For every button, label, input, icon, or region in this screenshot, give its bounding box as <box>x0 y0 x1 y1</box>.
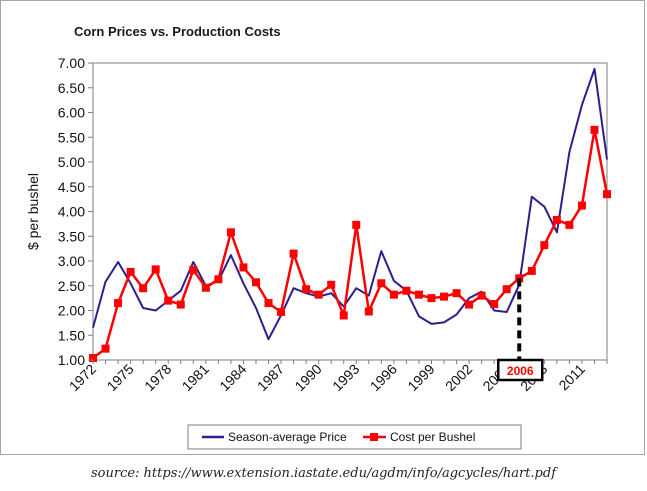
cost-point <box>139 284 148 293</box>
x-tick-label: 1987 <box>254 361 287 394</box>
annotation-box <box>496 358 544 382</box>
cost-point <box>289 249 298 258</box>
chart-title: Corn Prices vs. Production Costs <box>74 24 281 39</box>
cost-point <box>452 289 461 298</box>
x-tick-label: 1981 <box>179 361 212 394</box>
y-tick-label: 1.50 <box>58 327 85 343</box>
cost-point <box>377 279 386 288</box>
x-tick-label: 2002 <box>442 361 475 394</box>
legend-cost-marker <box>370 433 378 441</box>
cost-point <box>189 265 198 274</box>
cost-point <box>251 278 260 287</box>
y-tick-label: 5.00 <box>58 154 85 170</box>
cost-point <box>302 285 311 294</box>
x-tick-label: 1978 <box>141 361 174 394</box>
y-tick-label: 4.50 <box>58 179 85 195</box>
cost-point <box>352 220 361 229</box>
cost-point <box>402 286 411 295</box>
cost-point <box>176 300 185 309</box>
legend-cost-label: Cost per Bushel <box>390 430 475 444</box>
y-tick-label: 3.50 <box>58 228 85 244</box>
y-tick-label: 3.00 <box>58 253 85 269</box>
cost-point <box>214 275 223 284</box>
price-line <box>92 67 608 341</box>
y-tick-label: 6.00 <box>58 105 85 121</box>
x-tick-label: 2011 <box>555 361 588 394</box>
annotation-label: 2006 <box>507 364 534 378</box>
y-tick-label: 5.50 <box>58 129 85 145</box>
cost-point <box>490 300 499 309</box>
x-tick-label: 1993 <box>329 361 362 394</box>
x-tick-label: 1999 <box>404 361 437 394</box>
cost-point <box>440 292 449 301</box>
x-tick-label: 1975 <box>103 361 136 394</box>
x-tick-label: 1996 <box>367 361 400 394</box>
y-tick-label: 7.00 <box>58 55 85 71</box>
cost-point <box>327 280 336 289</box>
cost-point <box>164 296 173 305</box>
legend: Season-average Price Cost per Bushel <box>187 424 522 450</box>
cost-point <box>427 294 436 303</box>
cost-point <box>527 266 536 275</box>
cost-point <box>201 283 210 292</box>
series-layer <box>89 67 611 363</box>
y-tick-label: 6.50 <box>58 80 85 96</box>
y-tick-label: 2.00 <box>58 303 85 319</box>
cost-point <box>577 201 586 210</box>
cost-point <box>314 290 323 299</box>
cost-point <box>477 291 486 300</box>
cost-point <box>264 299 273 308</box>
cost-line <box>92 128 609 359</box>
axis-layer: 1.00 1.50 2.00 2.50 3.00 3.50 4.00 4.50 5.00 5.50… <box>25 55 608 394</box>
y-tick-label: 4.00 <box>58 204 85 220</box>
cost-point <box>389 290 398 299</box>
cost-point <box>239 263 248 272</box>
legend-price-label: Season-average Price <box>228 430 347 444</box>
x-tick-label: 1984 <box>216 361 249 394</box>
cost-point <box>502 285 511 294</box>
cost-point <box>364 307 373 316</box>
cost-point <box>277 307 286 316</box>
cost-point <box>540 241 549 250</box>
y-tick-label: 2.50 <box>58 278 85 294</box>
cost-point <box>603 190 611 199</box>
cost-point <box>226 228 235 237</box>
y-axis-label: $ per bushel <box>25 173 41 250</box>
legend-box <box>187 424 522 450</box>
cost-point <box>151 265 160 274</box>
source-caption: source: https://www.extension.iastate.ed… <box>90 466 557 481</box>
y-tick-label: 1.00 <box>58 352 85 368</box>
cost-point <box>565 220 574 229</box>
cost-point <box>590 125 599 134</box>
cost-point <box>126 267 135 276</box>
cost-point <box>414 290 423 299</box>
cost-point <box>89 354 97 363</box>
annotation-layer: 2006 <box>496 278 544 382</box>
cost-point <box>339 311 348 320</box>
cost-point <box>114 299 123 308</box>
cost-point <box>465 300 474 309</box>
cost-point <box>101 344 110 353</box>
cost-point <box>552 215 561 224</box>
x-tick-label: 1990 <box>291 361 324 394</box>
